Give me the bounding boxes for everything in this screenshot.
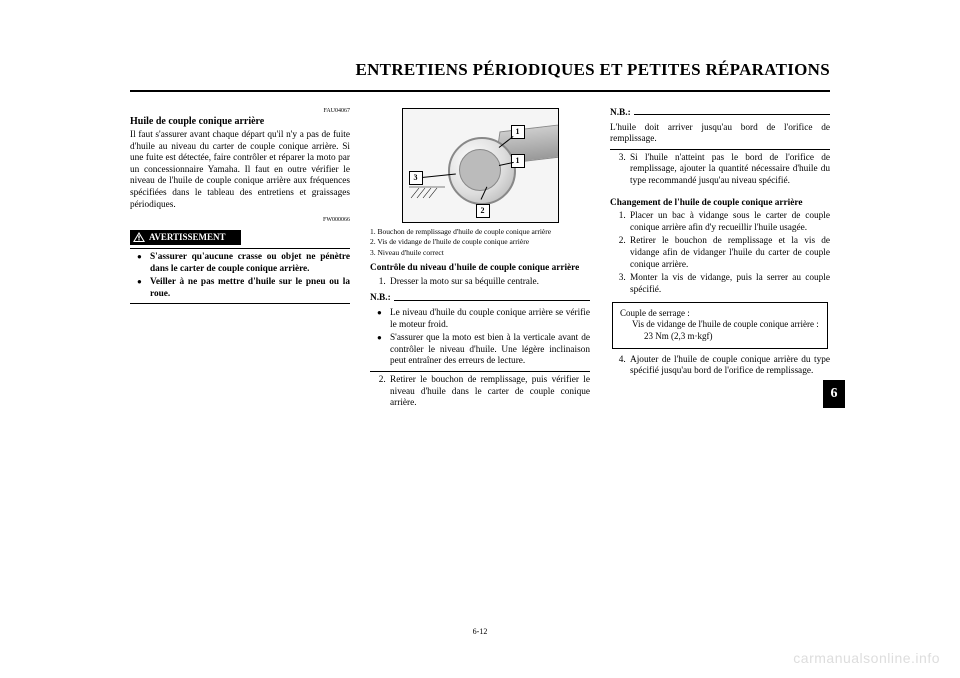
note-heading: N.B.: <box>370 293 590 305</box>
rule <box>370 371 590 372</box>
figure-caption: 3. Niveau d'huile correct <box>370 248 590 257</box>
header-rule <box>130 90 830 92</box>
step: Ajouter de l'huile de couple conique arr… <box>628 355 830 378</box>
procedure-steps: Dresser la moto sur sa béquille centrale… <box>370 277 590 289</box>
step: Retirer le bouchon de remplissage, puis … <box>388 375 590 410</box>
step: Placer un bac à vidange sous le carter d… <box>628 211 830 234</box>
figure-caption: 2. Vis de vidange de l'huile de couple c… <box>370 237 590 246</box>
column-1: FAU04067 Huile de couple conique arrière… <box>130 108 350 413</box>
rule <box>130 303 350 304</box>
note-bullets: Le niveau d'huile du couple conique arri… <box>370 308 590 368</box>
procedure-steps: Placer un bac à vidange sous le carter d… <box>610 211 830 296</box>
figure-callout-2: 2 <box>476 204 490 218</box>
warning-list: S'assurer qu'aucune crasse ou objet ne p… <box>130 252 350 300</box>
procedure-heading: Contrôle du niveau d'huile de couple con… <box>370 263 590 275</box>
page: ENTRETIENS PÉRIODIQUES ET PETITES RÉPARA… <box>0 0 960 678</box>
procedure-heading: Changement de l'huile de couple conique … <box>610 198 830 210</box>
page-title: ENTRETIENS PÉRIODIQUES ET PETITES RÉPARA… <box>355 60 830 80</box>
body-text: Il faut s'assurer avant chaque départ qu… <box>130 130 350 211</box>
warn-code: FW000066 <box>130 217 350 225</box>
columns: FAU04067 Huile de couple conique arrière… <box>130 108 830 413</box>
torque-line: Vis de vidange de l'huile de couple coni… <box>620 319 820 331</box>
step: Si l'huile n'atteint pas le bord de l'or… <box>628 153 830 188</box>
warning-rule <box>130 248 350 249</box>
warning-item: Veiller à ne pas mettre d'huile sur le p… <box>140 277 350 300</box>
note-label: N.B.: <box>610 108 631 120</box>
step: Retirer le bouchon de remplissage et la … <box>628 236 830 271</box>
torque-spec-box: Couple de serrage : Vis de vidange de l'… <box>612 302 828 349</box>
note-text: L'huile doit arriver jusqu'au bord de l'… <box>610 123 830 146</box>
procedure-steps: Ajouter de l'huile de couple conique arr… <box>610 355 830 378</box>
note-item: S'assurer que la moto est bien à la vert… <box>380 333 590 368</box>
column-2: 1 1 3 <box>370 108 590 413</box>
warning-icon <box>133 232 145 242</box>
figure-level-hatch <box>409 183 445 199</box>
watermark: carmanualsonline.info <box>793 650 940 666</box>
warning-label: AVERTISSEMENT <box>149 232 226 243</box>
figure-hub <box>459 149 501 191</box>
ref-code: FAU04067 <box>130 108 350 116</box>
section-heading: Huile de couple conique arrière <box>130 116 350 129</box>
rule <box>610 149 830 150</box>
step: Monter la vis de vidange, puis la serrer… <box>628 273 830 296</box>
note-item: Le niveau d'huile du couple conique arri… <box>380 308 590 331</box>
note-rule <box>394 300 590 301</box>
step: Dresser la moto sur sa béquille centrale… <box>388 277 590 289</box>
warning-item: S'assurer qu'aucune crasse ou objet ne p… <box>140 252 350 275</box>
figure-caption: 1. Bouchon de remplissage d'huile de cou… <box>370 227 590 236</box>
torque-title: Couple de serrage : <box>620 308 820 320</box>
note-heading: N.B.: <box>610 108 830 120</box>
procedure-steps: Retirer le bouchon de remplissage, puis … <box>370 375 590 410</box>
content-area: ENTRETIENS PÉRIODIQUES ET PETITES RÉPARA… <box>130 90 830 630</box>
column-3: N.B.: L'huile doit arriver jusqu'au bord… <box>610 108 830 413</box>
torque-value: 23 Nm (2,3 m·kgf) <box>620 331 820 343</box>
procedure-steps: Si l'huile n'atteint pas le bord de l'or… <box>610 153 830 188</box>
note-rule <box>634 114 830 115</box>
chapter-tab: 6 <box>823 380 845 408</box>
note-label: N.B.: <box>370 293 391 305</box>
warning-badge: AVERTISSEMENT <box>130 230 241 245</box>
figure: 1 1 3 <box>402 108 559 223</box>
page-number: 6-12 <box>473 627 488 636</box>
